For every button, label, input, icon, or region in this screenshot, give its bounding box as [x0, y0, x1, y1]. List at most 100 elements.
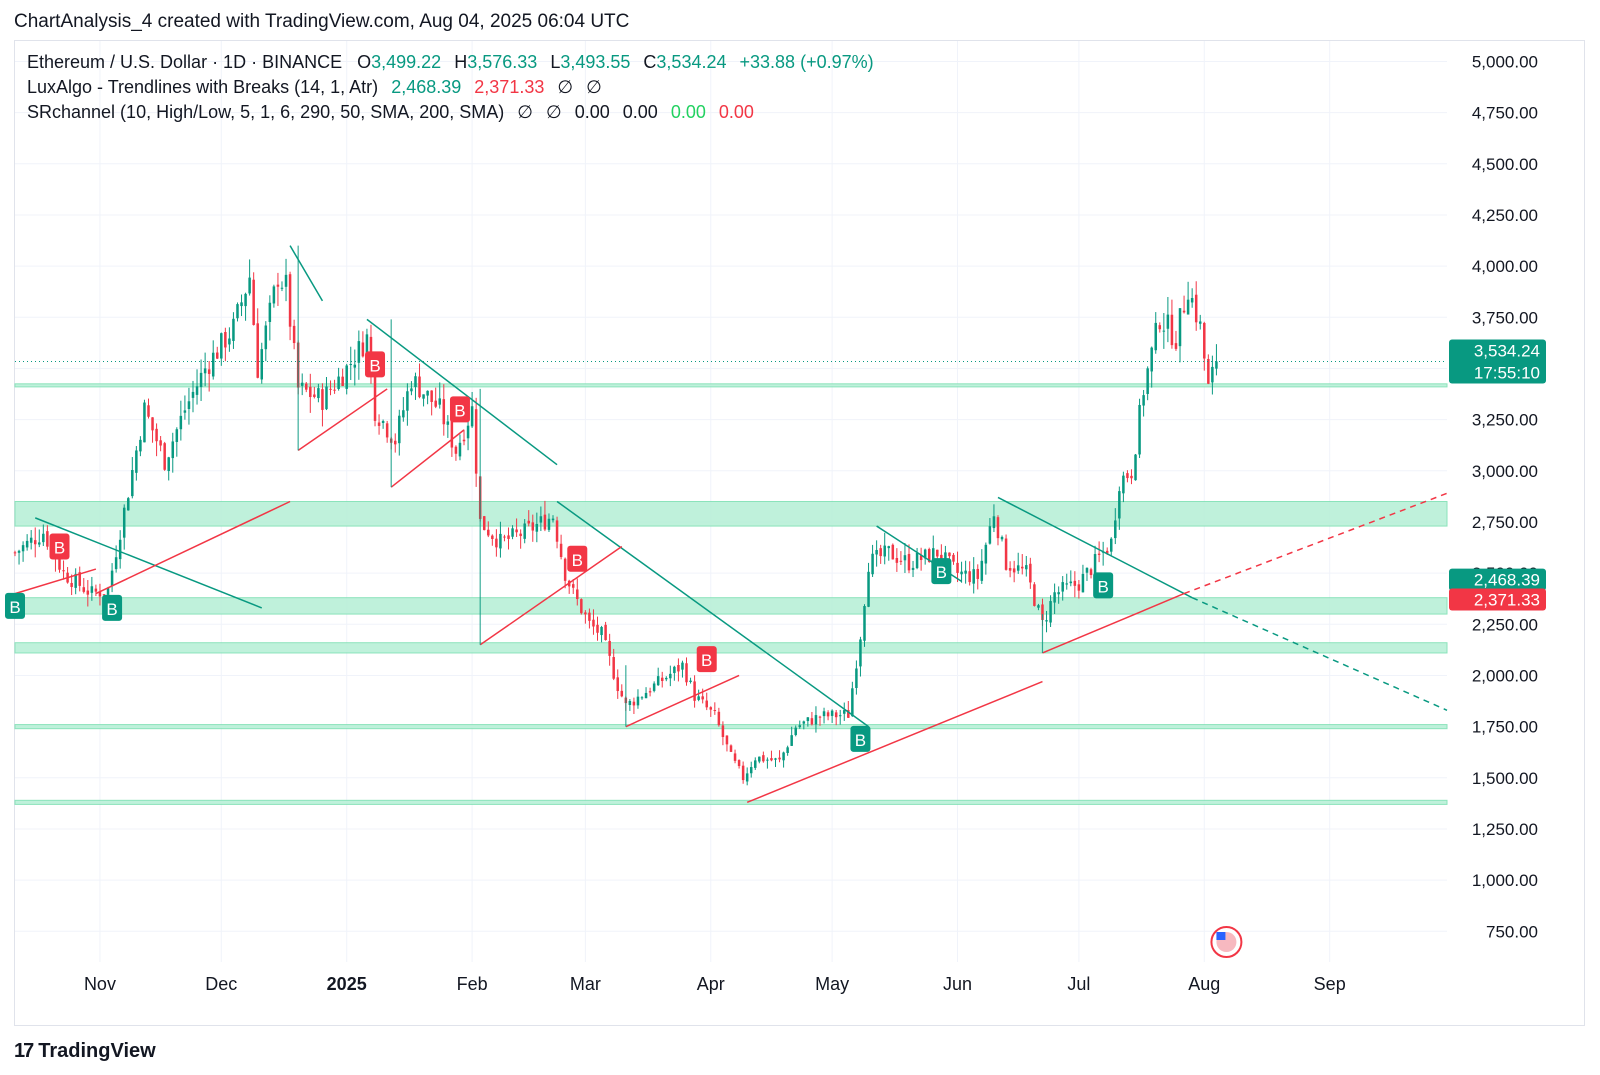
candle-body	[385, 423, 389, 438]
candle-body	[414, 376, 417, 388]
candle-body	[147, 405, 150, 417]
indicator-srchannel-name[interactable]: SRchannel (10, High/Low, 5, 1, 6, 290, 5…	[27, 102, 505, 122]
candle-body	[139, 439, 142, 452]
candle-body	[1186, 299, 1190, 315]
legend-indicator-luxalgo[interactable]: LuxAlgo - Trendlines with Breaks (14, 1,…	[27, 77, 602, 98]
y-tick-label: 2,750.00	[1472, 513, 1538, 532]
break-marker	[5, 592, 25, 619]
candle-body	[1029, 563, 1032, 583]
candle-body	[960, 571, 963, 575]
candle-body	[135, 450, 138, 473]
x-tick-label: Dec	[205, 974, 237, 994]
candle-body	[1045, 620, 1048, 622]
candle-body	[911, 567, 915, 570]
candle-body	[418, 376, 421, 398]
candle-body	[25, 540, 29, 548]
sr-zone	[14, 724, 1448, 730]
candle-body	[491, 535, 494, 539]
break-marker-label: B	[369, 356, 380, 375]
candle-body	[1097, 553, 1101, 555]
candle-body	[349, 364, 353, 366]
candle-body	[940, 554, 943, 561]
candle-body	[705, 700, 708, 708]
candle-body	[183, 410, 187, 413]
candle-body	[495, 538, 498, 548]
candle-body	[203, 368, 207, 374]
legend-high-value: 3,576.33	[467, 52, 538, 72]
candle-body	[834, 712, 838, 718]
price-label-text: 2,468.39	[1474, 571, 1540, 590]
candle-body	[927, 549, 931, 562]
candle-body	[42, 533, 45, 543]
candle-body	[1162, 330, 1166, 332]
x-tick-label: Sep	[1314, 974, 1346, 994]
candle-body	[207, 369, 211, 374]
support-trendline	[1042, 592, 1185, 654]
candle-body	[1069, 581, 1073, 584]
candle-body	[430, 390, 433, 402]
candle-body	[442, 399, 446, 425]
candle-body	[256, 323, 259, 378]
candle-body	[288, 274, 292, 327]
candle-body	[571, 584, 575, 588]
x-tick-label: Nov	[84, 974, 116, 994]
trendlines	[14, 245, 1448, 804]
candle-body	[248, 277, 251, 294]
candle-body	[729, 745, 733, 752]
candle-body	[1194, 294, 1198, 323]
candle-body	[1021, 566, 1024, 569]
legend-symbol[interactable]: Ethereum / U.S. Dollar · 1D · BINANCE	[27, 52, 343, 72]
legend-close-label: C	[643, 52, 657, 72]
y-tick-label: 4,500.00	[1472, 155, 1538, 174]
candle-body	[1150, 347, 1153, 372]
flag-canton-icon	[1216, 932, 1226, 940]
candle-body	[228, 338, 231, 345]
legend-indicator-srchannel[interactable]: SRchannel (10, High/Low, 5, 1, 6, 290, 5…	[27, 102, 754, 123]
candle-body	[280, 287, 284, 289]
candle-body	[936, 549, 939, 557]
indicator-luxalgo-value-4: ∅	[586, 77, 602, 97]
candle-body	[1122, 475, 1125, 494]
candle-body	[652, 683, 656, 691]
candle-body	[1033, 584, 1036, 606]
candle-body	[317, 388, 320, 399]
legend-high-label: H	[454, 52, 468, 72]
candle-body	[309, 386, 312, 398]
candle-body	[762, 755, 765, 762]
countdown-label-text: 17:55:10	[1474, 363, 1540, 382]
candle-body	[851, 688, 854, 717]
candle-body	[527, 520, 530, 524]
candle-body	[859, 639, 862, 667]
candle-body	[519, 533, 522, 537]
candle-body	[903, 555, 907, 561]
candle-body	[127, 498, 130, 511]
tradingview-footer[interactable]: 17 TradingView	[14, 1040, 156, 1063]
y-tick-label: 4,750.00	[1472, 104, 1538, 123]
candle-body	[891, 544, 895, 560]
candle-body	[980, 560, 984, 581]
candle-body	[272, 286, 276, 304]
candle-body	[786, 747, 789, 753]
candle-body	[697, 696, 700, 700]
candle-body	[171, 441, 175, 459]
break-marker	[365, 351, 386, 378]
candle-body	[806, 717, 810, 722]
y-tick-label: 4,000.00	[1472, 257, 1538, 276]
candle-body	[1154, 322, 1157, 351]
indicator-luxalgo-name[interactable]: LuxAlgo - Trendlines with Breaks (14, 1,…	[27, 77, 379, 97]
candle-body	[503, 536, 506, 538]
candle-body	[377, 422, 381, 426]
y-tick-label: 3,000.00	[1472, 462, 1538, 481]
legend-symbol-row[interactable]: Ethereum / U.S. Dollar · 1D · BINANCE O3…	[27, 52, 874, 73]
candle-body	[33, 540, 37, 545]
candle-body	[948, 552, 951, 557]
candle-body	[482, 516, 486, 531]
candle-body	[1065, 583, 1069, 585]
candle-body	[450, 419, 454, 448]
candle-body	[717, 711, 721, 726]
y-tick-label: 3,250.00	[1472, 411, 1538, 430]
candle-body	[21, 545, 25, 552]
candle-body	[426, 390, 429, 396]
support-trendline	[14, 568, 97, 595]
